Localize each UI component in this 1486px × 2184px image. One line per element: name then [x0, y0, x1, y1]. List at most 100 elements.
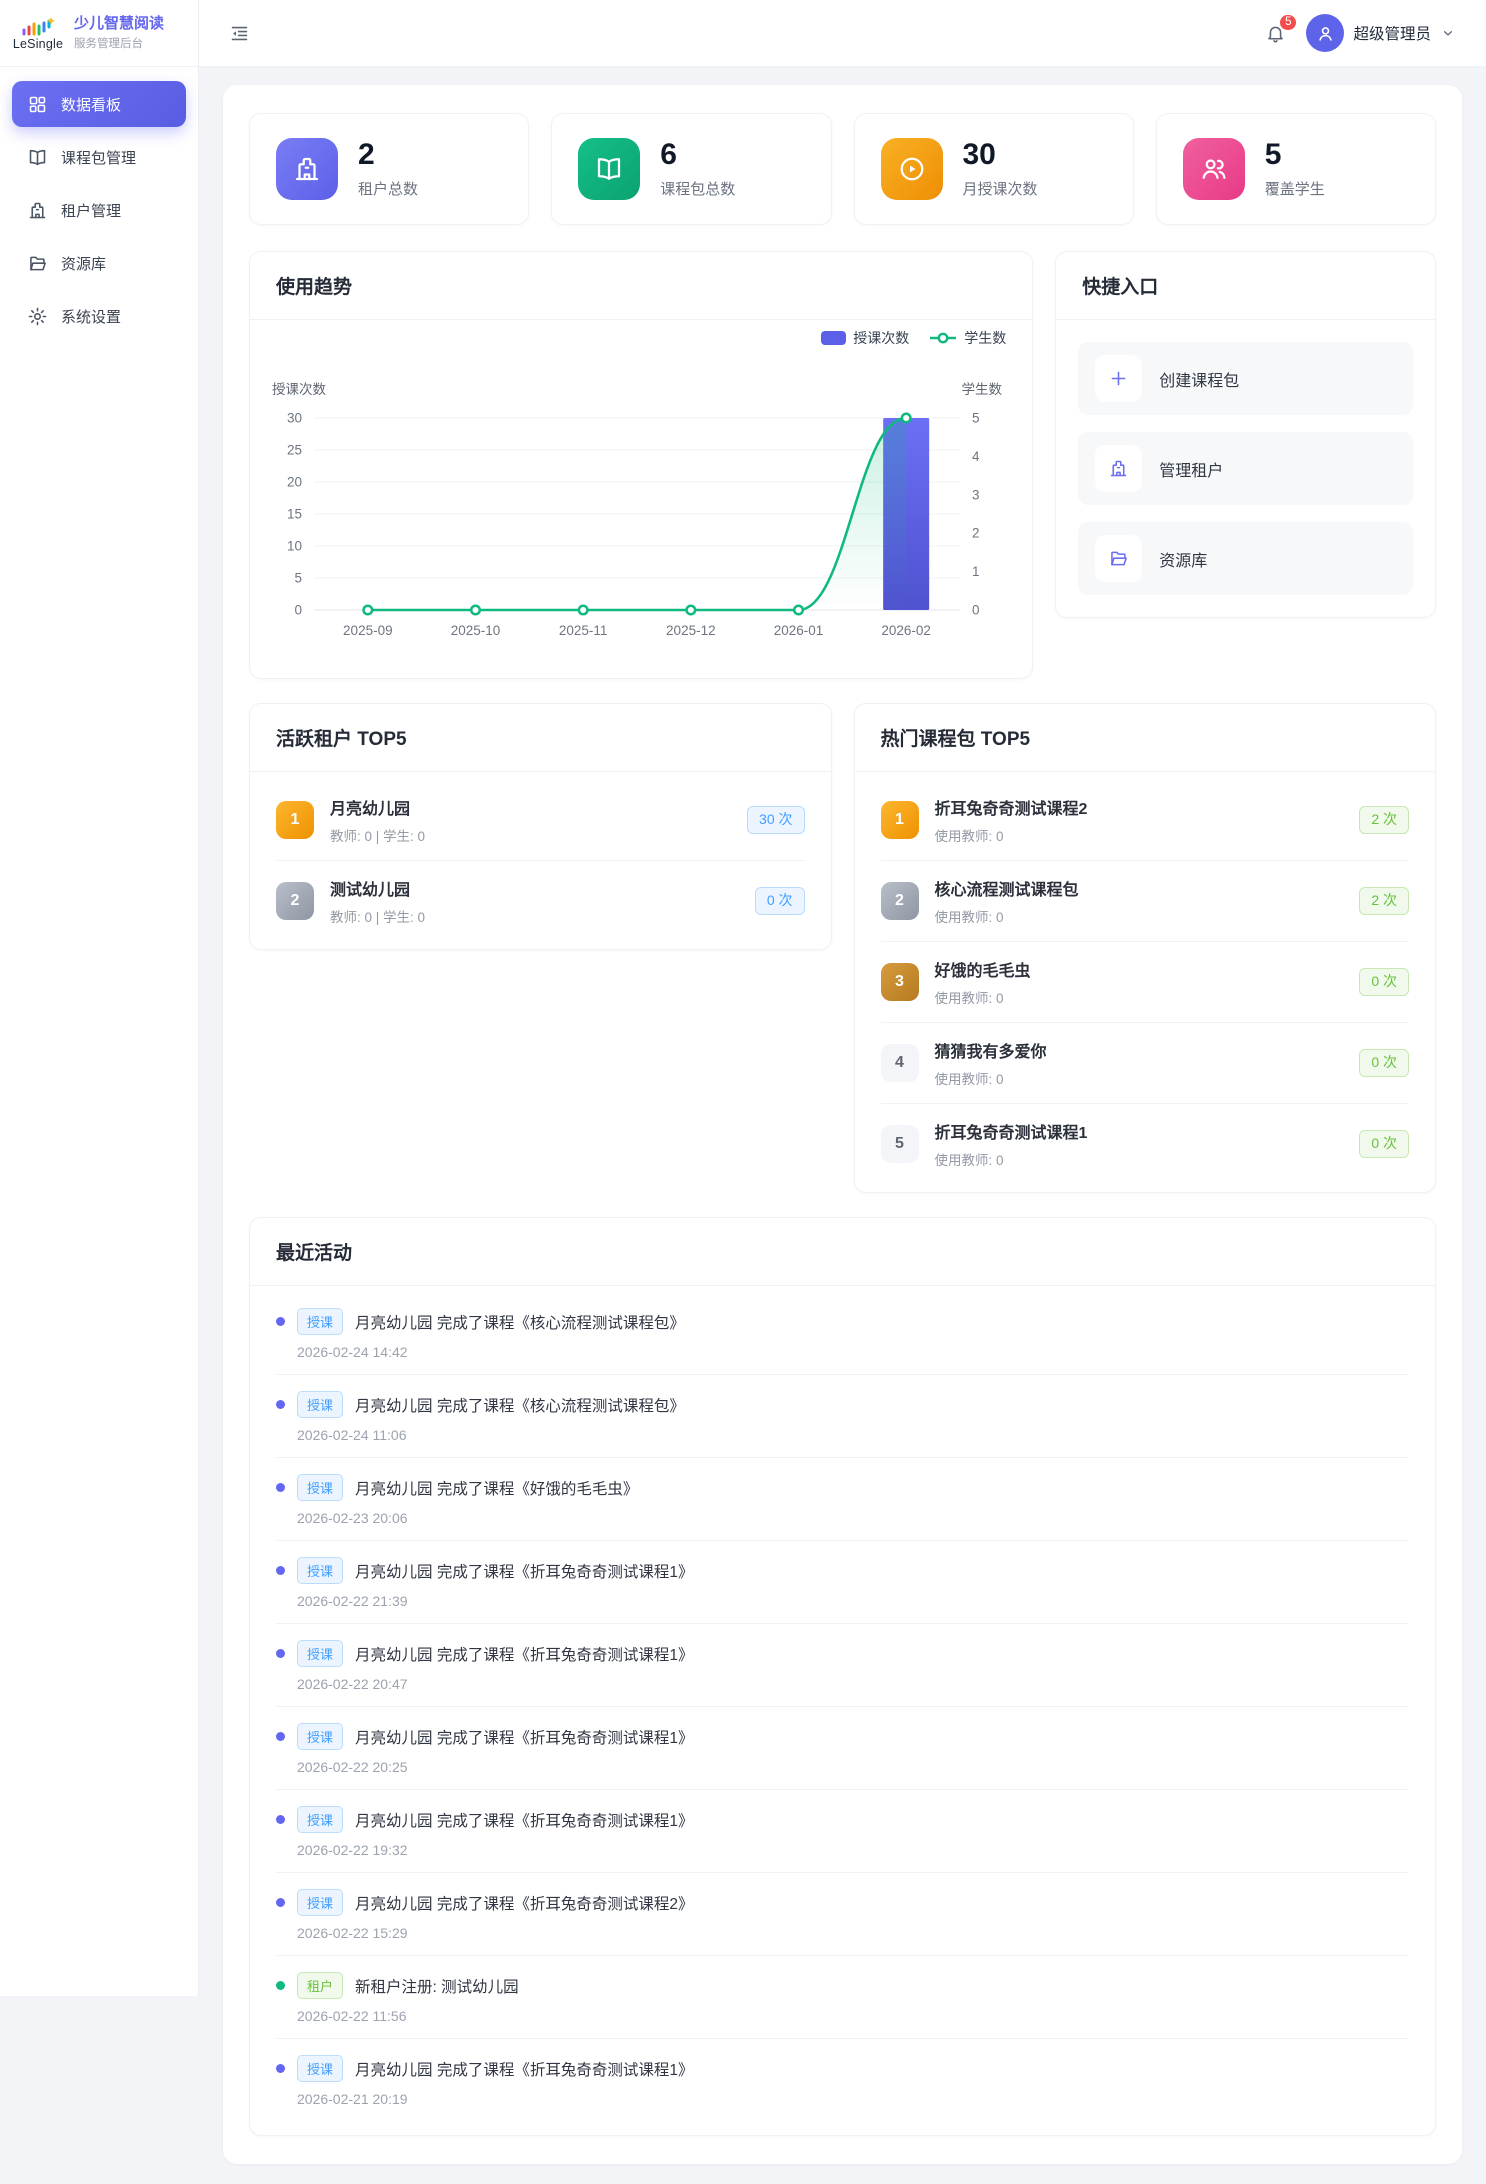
sidebar-collapse-button[interactable] [229, 23, 250, 44]
activity-time: 2026-02-22 15:29 [297, 1925, 408, 1941]
stat-label: 月授课次数 [962, 180, 1038, 198]
top-item-meta: 教师: 0 | 学生: 0 [330, 910, 426, 925]
user-menu[interactable]: 超级管理员 [1306, 14, 1456, 52]
quick-entry-plus[interactable]: 创建课程包 [1078, 342, 1413, 415]
recent-activities-card: 最近活动 授课 月亮幼儿园 完成了课程《核心流程测试课程包》 2026-02-2… [249, 1217, 1436, 2136]
activity-line: 授课 月亮幼儿园 完成了课程《核心流程测试课程包》 [276, 1391, 1409, 1418]
notification-bell-button[interactable]: 5 [1261, 12, 1299, 48]
notification-badge: 5 [1278, 12, 1299, 32]
tenant-row: 2 测试幼儿园 教师: 0 | 学生: 0 0 次 [276, 860, 805, 941]
activity-dot [276, 1317, 285, 1326]
package-row: 3 好饿的毛毛虫 使用教师: 0 0 次 [880, 941, 1409, 1022]
activity-message: 月亮幼儿园 完成了课程《折耳兔奇奇测试课程1》 [355, 1729, 694, 1747]
activity-message: 月亮幼儿园 完成了课程《折耳兔奇奇测试课程1》 [355, 2061, 694, 2079]
svg-text:1: 1 [972, 564, 980, 579]
svg-text:15: 15 [287, 507, 302, 522]
content-wrapper: 2 租户总数 6 课程包总数 30 月授课次数 5 覆盖学生 [223, 85, 1462, 2164]
activity-tag: 租户 [297, 1972, 344, 1999]
hot-packages-list: 1 折耳兔奇奇测试课程2 使用教师: 0 2 次 2 核心流程测试课程包 使用教… [855, 772, 1436, 1192]
legend-item-line[interactable]: 学生数 [929, 328, 1006, 348]
activity-row: 授课 月亮幼儿园 完成了课程《折耳兔奇奇测试课程1》 2026-02-22 20… [276, 1623, 1409, 1706]
plus-icon [1095, 355, 1143, 402]
activity-line: 授课 月亮幼儿园 完成了课程《折耳兔奇奇测试课程1》 [276, 1723, 1409, 1750]
top-item-name: 好饿的毛毛虫 [934, 963, 1031, 980]
topbar-right: 5 超级管理员 [1261, 12, 1456, 52]
top-item-name: 折耳兔奇奇测试课程2 [934, 801, 1088, 818]
rank-badge: 3 [880, 963, 919, 1001]
activity-message: 月亮幼儿园 完成了课程《核心流程测试课程包》 [355, 1314, 685, 1332]
activity-tag: 授课 [297, 1889, 344, 1916]
sidebar-item-building[interactable]: 租户管理 [12, 187, 186, 233]
logo-area: LeSingle 少儿智慧阅读 服务管理后台 [0, 0, 198, 67]
count-badge: 0 次 [1359, 1049, 1409, 1077]
activity-row: 授课 月亮幼儿园 完成了课程《折耳兔奇奇测试课程1》 2026-02-21 20… [276, 2038, 1409, 2121]
count-badge: 0 次 [1359, 968, 1409, 996]
svg-text:25: 25 [287, 443, 302, 458]
quick-entry-building[interactable]: 管理租户 [1078, 432, 1413, 505]
top-item-name: 折耳兔奇奇测试课程1 [934, 1125, 1088, 1142]
tenant-row: 1 月亮幼儿园 教师: 0 | 学生: 0 30 次 [276, 780, 805, 860]
activity-message: 月亮幼儿园 完成了课程《核心流程测试课程包》 [355, 1397, 685, 1415]
svg-text:学生数: 学生数 [962, 382, 1003, 397]
legend-item-bar[interactable]: 授课次数 [821, 328, 909, 348]
chevron-down-icon [1440, 25, 1456, 41]
activity-time: 2026-02-22 21:39 [297, 1593, 408, 1609]
count-badge: 2 次 [1359, 887, 1409, 915]
activity-time: 2026-02-22 20:47 [297, 1676, 408, 1692]
users-icon [1182, 138, 1245, 200]
top-item-name: 核心流程测试课程包 [934, 882, 1079, 899]
top-item-text: 折耳兔奇奇测试课程1 使用教师: 0 [935, 1119, 1088, 1169]
activity-time: 2026-02-24 11:06 [297, 1427, 407, 1443]
sidebar-item-label: 系统设置 [61, 308, 122, 326]
sidebar-item-label: 资源库 [61, 255, 107, 273]
top-item-meta: 使用教师: 0 [934, 829, 1004, 844]
package-row: 1 折耳兔奇奇测试课程2 使用教师: 0 2 次 [880, 780, 1409, 860]
avatar [1306, 14, 1345, 52]
activity-row: 授课 月亮幼儿园 完成了课程《折耳兔奇奇测试课程1》 2026-02-22 19… [276, 1789, 1409, 1872]
sidebar-item-dashboard[interactable]: 数据看板 [12, 81, 186, 127]
stat-text: 2 租户总数 [358, 139, 418, 199]
brand-text: 少儿智慧阅读 服务管理后台 [74, 15, 164, 52]
sidebar: LeSingle 少儿智慧阅读 服务管理后台 数据看板 课程包管理 租户管理 资… [0, 0, 199, 1996]
sidebar-item-gear[interactable]: 系统设置 [12, 293, 186, 339]
stat-label: 租户总数 [358, 180, 419, 198]
activity-message: 月亮幼儿园 完成了课程《好饿的毛毛虫》 [355, 1480, 639, 1498]
folder-icon [27, 253, 48, 274]
svg-text:5: 5 [294, 571, 302, 586]
stat-card-users: 5 覆盖学生 [1155, 113, 1436, 225]
stat-text: 6 课程包总数 [660, 139, 735, 199]
svg-text:10: 10 [287, 539, 302, 554]
hot-packages-card: 热门课程包 TOP5 1 折耳兔奇奇测试课程2 使用教师: 0 2 次 2 核心… [853, 703, 1436, 1193]
svg-text:2: 2 [972, 526, 980, 541]
activity-tag: 授课 [297, 1474, 344, 1501]
activity-message: 月亮幼儿园 完成了课程《折耳兔奇奇测试课程1》 [355, 1646, 694, 1664]
top-item-text: 折耳兔奇奇测试课程2 使用教师: 0 [935, 795, 1088, 845]
usage-trend-card: 使用趋势 授课次数 学生数 0 5 10 15 20 25 30 0 1 2 3 4 5 授课次数 学生数 2… [249, 251, 1034, 679]
activity-time: 2026-02-23 20:06 [297, 1510, 408, 1526]
activity-message: 月亮幼儿园 完成了课程《折耳兔奇奇测试课程2》 [355, 1895, 694, 1913]
rank-badge: 2 [880, 882, 919, 920]
building-icon [27, 200, 48, 221]
book-icon [578, 138, 641, 200]
activity-tag: 授课 [297, 2055, 344, 2082]
activity-time: 2026-02-22 11:56 [297, 2008, 407, 2024]
active-tenants-title: 活跃租户 TOP5 [250, 704, 831, 772]
sidebar-item-folder[interactable]: 资源库 [12, 240, 186, 286]
book-icon [27, 147, 48, 168]
svg-text:2025-09: 2025-09 [343, 623, 393, 638]
usage-trend-chart: 0 5 10 15 20 25 30 0 1 2 3 4 5 授课次数 学生数 2025-09 2025-10 2… [250, 348, 1032, 678]
top-item-meta: 使用教师: 0 [934, 910, 1004, 925]
quick-entry-title: 快捷入口 [1056, 252, 1435, 320]
count-badge: 30 次 [747, 806, 805, 834]
quick-entry-folder[interactable]: 资源库 [1078, 522, 1413, 595]
package-row: 2 核心流程测试课程包 使用教师: 0 2 次 [880, 860, 1409, 941]
activity-row: 授课 月亮幼儿园 完成了课程《折耳兔奇奇测试课程1》 2026-02-22 21… [276, 1540, 1409, 1623]
top-item-name: 猜猜我有多爱你 [934, 1044, 1047, 1061]
app-subtitle: 服务管理后台 [74, 38, 143, 51]
svg-text:5: 5 [972, 411, 980, 426]
package-row: 4 猜猜我有多爱你 使用教师: 0 0 次 [880, 1022, 1409, 1103]
quick-entry-label: 资源库 [1159, 552, 1208, 570]
sidebar-item-book[interactable]: 课程包管理 [12, 134, 186, 180]
top-item-meta: 教师: 0 | 学生: 0 [330, 829, 426, 844]
